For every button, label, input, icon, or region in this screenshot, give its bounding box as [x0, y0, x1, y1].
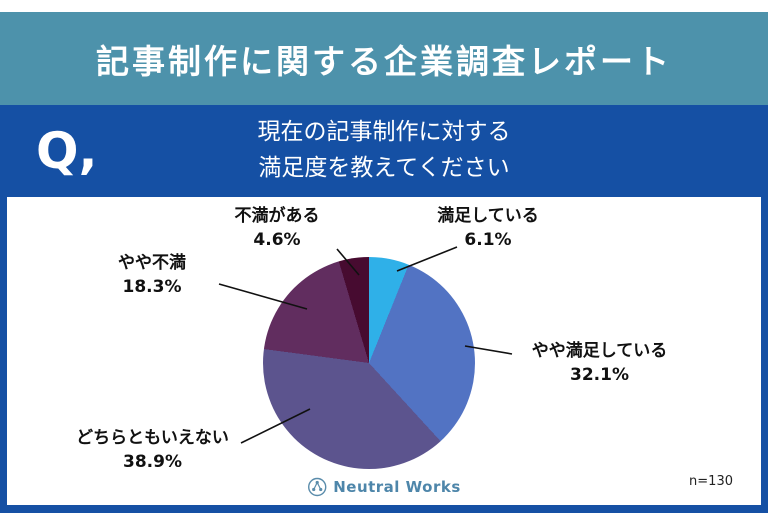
pie-label-neutral-value: 38.9%: [123, 451, 182, 472]
question-text: 現在の記事制作に対する 満足度を教えてください: [258, 115, 511, 186]
pie-label-dissatisfied-name: 不満がある: [234, 206, 320, 226]
pie-label-neutral: どちらともいえない 38.9%: [60, 427, 245, 475]
report-header-banner: 記事制作に関する企業調査レポート: [0, 12, 768, 105]
pie-label-satisfied: 満足している 6.1%: [418, 205, 558, 253]
pie-label-somewhat-dissatisfied-name: やや不満: [118, 253, 186, 273]
pie-label-somewhat-dissatisfied: やや不満 18.3%: [82, 252, 222, 300]
sample-size-label: n=130: [689, 474, 733, 489]
pie-label-dissatisfied-value: 4.6%: [253, 229, 301, 250]
pie-label-dissatisfied: 不満がある 4.6%: [207, 205, 347, 253]
top-margin-strip: [0, 0, 768, 12]
pie-chart: [263, 257, 475, 469]
question-mark-label: Q,: [36, 122, 98, 180]
pie-label-somewhat-dissatisfied-value: 18.3%: [122, 276, 182, 297]
chart-panel: 満足している 6.1% やや満足している 32.1% どちらともいえない 38.…: [7, 197, 761, 505]
chart-section-background: 満足している 6.1% やや満足している 32.1% どちらともいえない 38.…: [0, 197, 768, 513]
neutral-works-logo-icon: [308, 477, 327, 497]
brand-footer: Neutral Works: [307, 477, 461, 497]
report-title: 記事制作に関する企業調査レポート: [96, 41, 672, 81]
pie-label-satisfied-value: 6.1%: [464, 229, 512, 250]
pie-label-neutral-name: どちらともいえない: [76, 428, 229, 448]
question-banner: Q, 現在の記事制作に対する 満足度を教えてください: [0, 105, 768, 197]
question-line-1: 現在の記事制作に対する: [257, 119, 511, 146]
pie-label-somewhat-satisfied-name: やや満足している: [531, 341, 668, 361]
pie-label-somewhat-satisfied-value: 32.1%: [570, 364, 629, 385]
pie-label-satisfied-name: 満足している: [437, 206, 539, 226]
question-line-2: 満足度を教えてください: [258, 155, 510, 181]
pie-label-somewhat-satisfied: やや満足している 32.1%: [512, 340, 687, 388]
brand-name: Neutral Works: [333, 478, 461, 496]
